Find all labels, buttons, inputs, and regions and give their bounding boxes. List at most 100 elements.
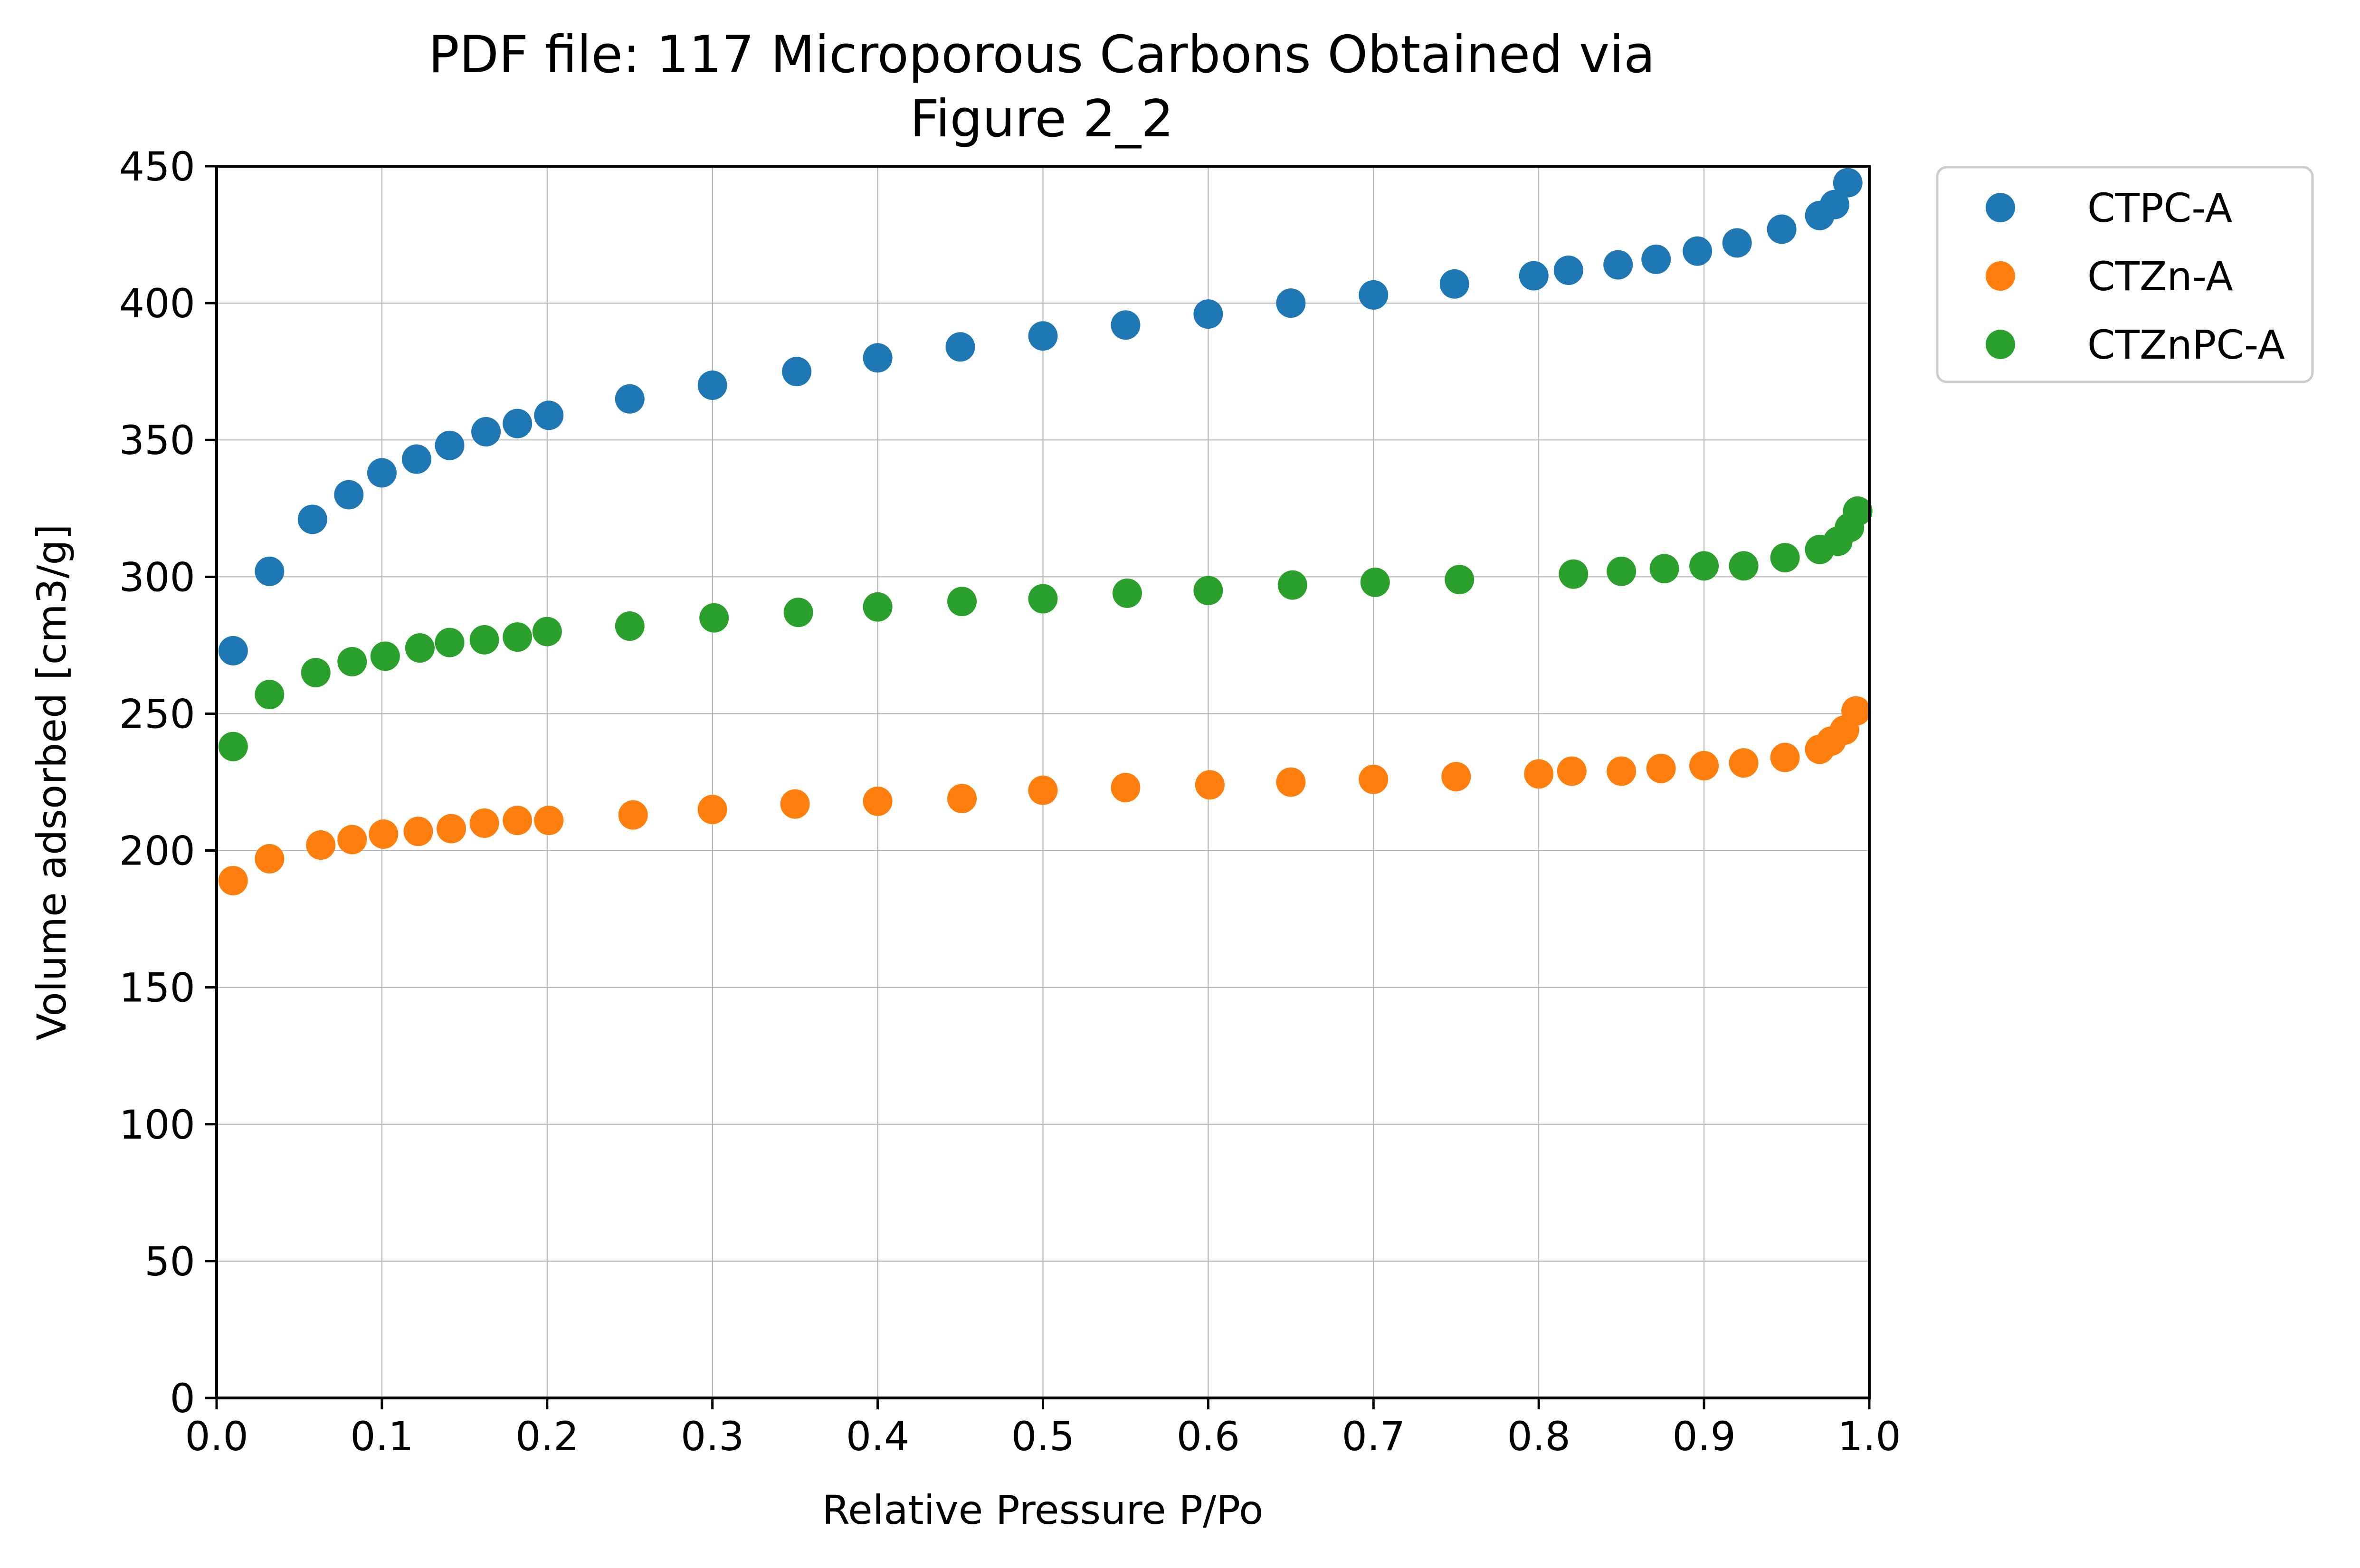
data-point-ctpc-a [1439,269,1469,299]
data-point-ctzn-a [697,795,727,825]
data-point-ctpc-a [1193,299,1223,329]
chart-subtitle: Figure 2_2 [910,89,1174,149]
x-tick-label: 0.8 [1507,1413,1570,1460]
data-point-ctpc-a [1553,255,1583,285]
x-tick-label: 0.9 [1672,1413,1736,1460]
legend-marker-ctzn-a [1986,261,2015,291]
data-point-ctzn-a [218,865,248,895]
legend-marker-ctpc-a [1986,193,2015,222]
y-tick-label: 400 [119,280,195,327]
data-point-ctpc-a [1683,236,1713,266]
data-point-ctznpc-a [1559,559,1589,589]
data-point-ctznpc-a [863,592,893,622]
data-point-ctzn-a [1359,764,1389,794]
data-point-ctzn-a [1524,759,1554,789]
legend-marker-ctznpc-a [1986,330,2015,359]
y-tick-label: 350 [119,417,195,464]
data-point-ctzn-a [1441,761,1471,791]
data-point-ctzn-a [1276,767,1306,797]
data-point-ctznpc-a [1649,554,1679,584]
x-tick-label: 1.0 [1837,1413,1901,1460]
data-point-ctzn-a [1195,770,1225,800]
data-point-ctzn-a [503,806,533,836]
y-tick-label: 150 [119,965,195,1011]
legend-entries: CTPC-A CTZn-A CTZnPC-A [1986,185,2285,368]
data-point-ctznpc-a [405,633,435,663]
x-tick-label: 0.0 [185,1413,248,1460]
data-point-ctzn-a [1729,748,1759,778]
data-point-ctzn-a [1841,696,1871,726]
legend-label-ctzn-a: CTZn-A [2087,253,2233,300]
x-tick-label: 0.5 [1011,1413,1075,1460]
data-point-ctzn-a [1557,756,1587,786]
data-point-ctznpc-a [1843,496,1873,526]
data-point-ctpc-a [863,343,893,373]
y-axis-label: Volume adsorbed [cm3/g] [29,524,75,1040]
data-point-ctzn-a [255,844,285,874]
data-point-ctznpc-a [947,587,977,617]
data-point-ctzn-a [863,786,893,816]
data-point-ctzn-a [437,814,466,844]
data-point-ctpc-a [1603,250,1633,280]
x-tick-label: 0.7 [1342,1413,1406,1460]
data-point-ctpc-a [367,458,397,488]
y-tick-label: 250 [119,691,195,737]
data-point-ctznpc-a [1028,584,1058,614]
data-point-ctpc-a [1359,280,1389,310]
data-point-ctznpc-a [503,622,533,652]
data-point-ctznpc-a [469,625,499,655]
data-point-ctznpc-a [1360,567,1390,597]
data-point-ctpc-a [1722,228,1752,258]
x-tick-label: 0.3 [681,1413,744,1460]
legend: CTPC-A CTZn-A CTZnPC-A [1936,166,2314,383]
data-point-ctzn-a [1646,753,1676,783]
data-point-ctpc-a [401,444,431,474]
data-point-ctznpc-a [1445,565,1475,595]
data-point-ctzn-a [780,789,810,819]
x-tick-label: 0.4 [846,1413,910,1460]
data-point-ctpc-a [697,370,727,400]
data-point-ctznpc-a [255,680,285,710]
data-point-ctznpc-a [337,646,367,676]
data-point-ctpc-a [615,384,645,414]
data-point-ctzn-a [1028,775,1058,805]
data-point-ctznpc-a [615,611,645,641]
data-point-ctpc-a [782,357,812,387]
x-tick-label: 0.6 [1177,1413,1240,1460]
data-point-ctpc-a [1028,321,1058,351]
data-point-ctpc-a [218,636,248,665]
data-point-ctznpc-a [1729,551,1759,581]
data-point-ctzn-a [947,784,977,814]
data-point-ctpc-a [435,430,465,460]
data-point-ctznpc-a [370,641,400,671]
data-point-ctzn-a [469,808,499,838]
axis-ticks: 0.0 0.1 0.2 0.3 0.4 0.5 0.6 0.7 0.8 0.9 1.0 0 50 100 1… [119,143,1901,1460]
y-tick-label: 200 [119,828,195,874]
data-point-ctznpc-a [783,598,813,627]
y-tick-label: 50 [144,1238,195,1285]
data-point-ctpc-a [334,480,364,510]
data-point-ctznpc-a [1607,556,1637,586]
data-point-ctpc-a [945,332,975,362]
data-point-ctpc-a [1111,310,1141,340]
data-point-ctpc-a [471,417,501,447]
data-point-ctznpc-a [1770,542,1800,572]
data-point-ctznpc-a [301,658,331,688]
data-point-ctpc-a [297,504,327,534]
data-point-ctzn-a [403,817,433,846]
data-point-ctznpc-a [1277,570,1307,600]
data-point-ctzn-a [534,806,564,836]
data-point-ctzn-a [369,819,399,849]
x-tick-label: 0.2 [515,1413,579,1460]
y-tick-label: 450 [119,143,195,190]
data-point-ctpc-a [1519,261,1549,291]
data-point-ctzn-a [306,830,336,860]
chart-title: PDF file: 117 Microporous Carbons Obtain… [428,25,1656,85]
data-point-ctpc-a [503,409,533,438]
data-point-ctznpc-a [1193,576,1223,606]
data-point-ctpc-a [255,556,285,586]
legend-box [1936,166,2314,383]
data-point-ctznpc-a [1689,551,1719,581]
data-point-ctpc-a [1276,288,1306,318]
